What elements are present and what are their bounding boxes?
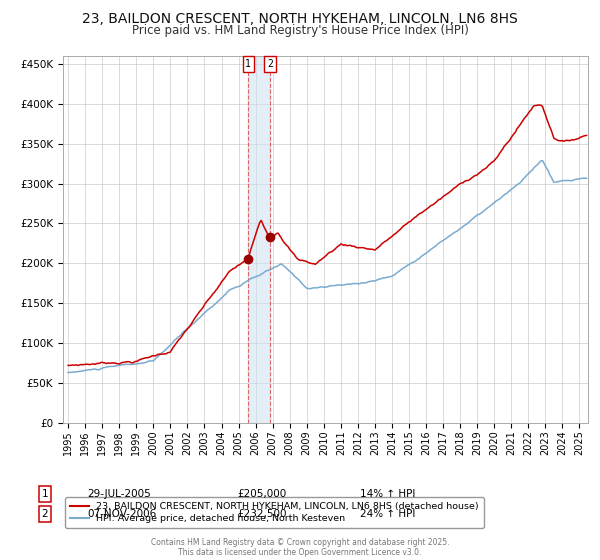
Text: £205,000: £205,000 bbox=[237, 489, 286, 499]
Text: 23, BAILDON CRESCENT, NORTH HYKEHAM, LINCOLN, LN6 8HS: 23, BAILDON CRESCENT, NORTH HYKEHAM, LIN… bbox=[82, 12, 518, 26]
Bar bbox=[248, 56, 270, 423]
Legend: 23, BAILDON CRESCENT, NORTH HYKEHAM, LINCOLN, LN6 8HS (detached house), HPI: Ave: 23, BAILDON CRESCENT, NORTH HYKEHAM, LIN… bbox=[65, 497, 484, 528]
Text: 1: 1 bbox=[41, 489, 49, 499]
Text: 07-NOV-2006: 07-NOV-2006 bbox=[87, 509, 156, 519]
Text: Price paid vs. HM Land Registry's House Price Index (HPI): Price paid vs. HM Land Registry's House … bbox=[131, 24, 469, 36]
Text: 29-JUL-2005: 29-JUL-2005 bbox=[87, 489, 151, 499]
Text: 2: 2 bbox=[41, 509, 49, 519]
Text: 1: 1 bbox=[245, 59, 251, 69]
Text: 14% ↑ HPI: 14% ↑ HPI bbox=[360, 489, 415, 499]
Text: 2: 2 bbox=[267, 59, 273, 69]
Text: £232,500: £232,500 bbox=[237, 509, 287, 519]
Text: 24% ↑ HPI: 24% ↑ HPI bbox=[360, 509, 415, 519]
Text: Contains HM Land Registry data © Crown copyright and database right 2025.
This d: Contains HM Land Registry data © Crown c… bbox=[151, 538, 449, 557]
